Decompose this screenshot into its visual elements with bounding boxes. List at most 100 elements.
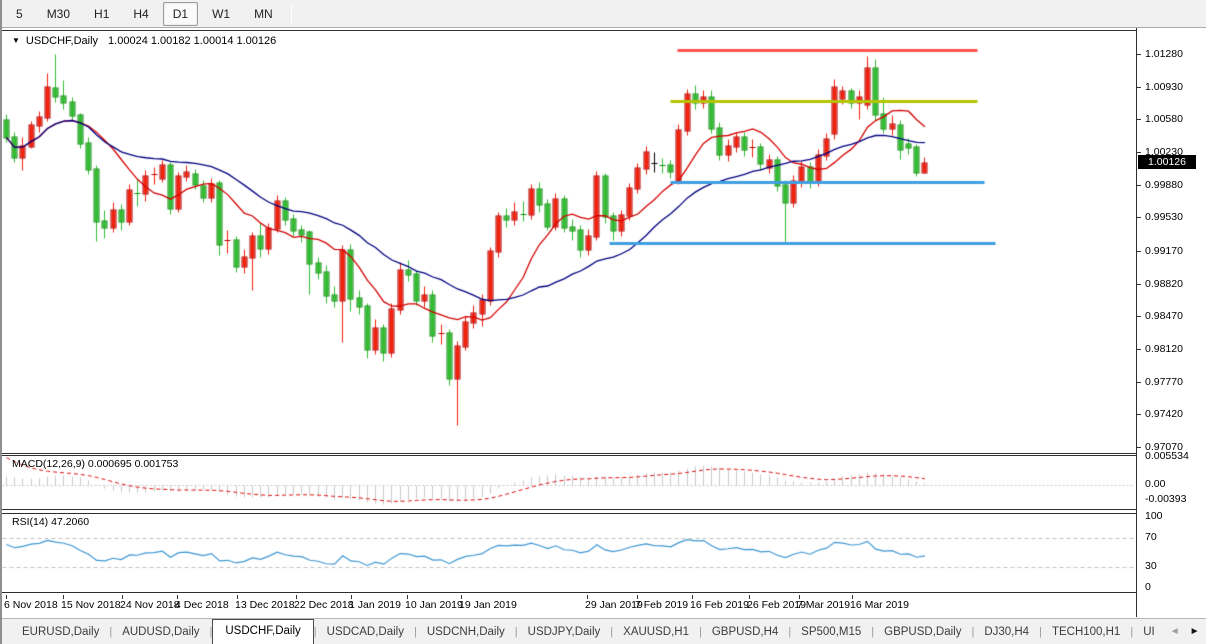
timeframe-button-h1[interactable]: H1 [94, 6, 110, 21]
date-tick-label: 10 Jan 2019 [405, 599, 463, 611]
tab-dj30-h4[interactable]: DJ30,H4 [984, 625, 1030, 638]
price-tick-mark [1137, 414, 1141, 416]
tab-separator: | [788, 625, 792, 638]
rsi-canvas[interactable] [2, 514, 1134, 592]
price-tick-mark [1137, 217, 1141, 219]
price-tick-mark [1137, 250, 1141, 252]
date-axis[interactable]: 6 Nov 2018 15 Nov 2018 24 Nov 2018 4 Dec 20… [2, 595, 1136, 617]
price-tick-mark [1137, 283, 1141, 285]
price-tick-label: 1.00930 [1145, 80, 1183, 93]
tab-gbpusd-daily[interactable]: GBPUSD,Daily [884, 625, 962, 638]
date-tick-label: 6 Nov 2018 [4, 599, 58, 611]
timeframe-button-d1[interactable]: D1 [162, 1, 199, 26]
price-tick-label: 0.99880 [1145, 178, 1183, 191]
timeframe-button-mn[interactable]: MN [254, 6, 273, 21]
price-axis[interactable]: 1.01280 1.00930 1.00580 1.00230 0.99880 0.995… [1136, 28, 1206, 617]
chart-area: ▼ USDCHF,Daily 1.00024 1.00182 1.00014 1.0… [2, 28, 1136, 617]
rsi-axis-label: 0 [1145, 581, 1151, 593]
tab-ui[interactable]: UI [1143, 625, 1155, 638]
macd-canvas[interactable] [2, 456, 1134, 509]
date-tick-label: 4 Dec 2018 [175, 599, 229, 611]
date-tick-mark [461, 595, 462, 599]
price-tick-mark [1137, 446, 1141, 448]
tab-eurusd-daily[interactable]: EURUSD,Daily [22, 625, 100, 638]
date-tick-label: 22 Dec 2018 [294, 599, 354, 611]
tab-scroll-left-icon[interactable]: ◄ [1169, 626, 1180, 637]
date-tick-mark [6, 595, 7, 599]
price-tick-mark [1137, 316, 1141, 318]
tab-separator: | [971, 625, 975, 638]
chart-tab-bar: EURUSD,Daily | AUDUSD,Daily | USDCHF,Daily | U… [2, 618, 1206, 644]
tab-audusd-daily[interactable]: AUDUSD,Daily [122, 625, 200, 638]
timeframe-toolbar: 5 M30 H1 H4 D1 W1 MN [2, 0, 1206, 28]
price-tick-label: 0.98470 [1145, 310, 1183, 323]
tab-usdchf-daily[interactable]: USDCHF,Daily [212, 619, 314, 644]
tab-usdcad-daily[interactable]: USDCAD,Daily [326, 625, 404, 638]
date-tick-mark [296, 595, 297, 599]
timeframe-button-m30[interactable]: M30 [46, 6, 71, 21]
tab-separator: | [1130, 625, 1134, 638]
toolbar-separator [290, 3, 292, 24]
main-chart-panel: ▼ USDCHF,Daily 1.00024 1.00182 1.00014 1.0… [2, 30, 1136, 454]
chart-dropdown-icon[interactable]: ▼ [12, 36, 20, 45]
date-tick-label: 1 Jan 2019 [349, 599, 401, 611]
rsi-label: RSI(14) 47.2060 [12, 516, 90, 528]
price-tick-mark [1137, 119, 1141, 121]
tab-separator: | [109, 625, 113, 638]
current-price-badge: 1.00126 [1138, 154, 1196, 169]
price-tick-mark [1137, 381, 1141, 383]
macd-axis-label: 0.005534 [1145, 450, 1189, 462]
date-tick-mark [587, 595, 588, 599]
timeframe-button-w1[interactable]: W1 [212, 6, 231, 21]
price-tick-mark [1137, 54, 1141, 55]
tab-separator: | [871, 625, 875, 638]
date-tick-mark [852, 595, 853, 599]
tab-gbpusd-h4[interactable]: GBPUSD,H4 [711, 625, 779, 638]
tab-usdjpy-daily[interactable]: USDJPY,Daily [527, 625, 601, 638]
date-tick-mark [122, 595, 123, 599]
date-tick-label: 26 Feb 2019 [747, 599, 806, 611]
date-tick-mark [799, 595, 800, 599]
date-tick-label: 16 Feb 2019 [690, 599, 749, 611]
date-tick-label: 7 Feb 2019 [635, 599, 689, 611]
date-tick-mark [637, 595, 638, 599]
date-tick-mark [237, 595, 238, 599]
macd-axis-label: -0.00393 [1145, 493, 1187, 505]
date-tick-mark [749, 595, 750, 599]
tab-sp500-m15[interactable]: SP500,M15 [801, 625, 862, 638]
date-tick-label: 29 Jan 2019 [585, 599, 643, 611]
tab-tech100-h1[interactable]: TECH100,H1 [1051, 625, 1121, 638]
date-tick-label: 13 Dec 2018 [235, 599, 295, 611]
timeframe-button-h4[interactable]: H4 [133, 6, 149, 21]
tab-separator: | [1039, 625, 1042, 638]
date-tick-mark [63, 595, 64, 599]
date-tick-label: 15 Nov 2018 [61, 599, 121, 611]
rsi-axis-label: 100 [1145, 510, 1163, 522]
macd-label: MACD(12,26,9) 0.000695 0.001753 [12, 458, 179, 470]
macd-panel: MACD(12,26,9) 0.000695 0.001753 [2, 455, 1136, 510]
price-tick-label: 0.99530 [1145, 211, 1183, 224]
date-tick-label: 24 Nov 2018 [120, 599, 180, 611]
price-tick-label: 1.00580 [1145, 113, 1183, 126]
price-tick-mark [1137, 348, 1141, 350]
date-tick-label: 19 Jan 2019 [459, 599, 517, 611]
date-tick-mark [407, 595, 408, 599]
price-tick-label: 0.97770 [1145, 375, 1183, 388]
price-tick-label: 0.97070 [1145, 440, 1183, 453]
rsi-axis-label: 70 [1145, 531, 1157, 544]
rsi-axis-label: 30 [1145, 559, 1157, 572]
tab-scroll-right-icon[interactable]: ► [1189, 626, 1200, 637]
chart-title: ▼ USDCHF,Daily 1.00024 1.00182 1.00014 1.0… [12, 35, 276, 47]
tab-separator: | [313, 625, 317, 638]
tab-xauusd-h1[interactable]: XAUUSD,H1 [623, 625, 689, 638]
tab-separator: | [413, 625, 417, 638]
tab-separator: | [698, 625, 702, 638]
tab-separator: | [209, 625, 213, 638]
date-tick-mark [177, 595, 178, 599]
tab-separator: | [514, 625, 518, 638]
macd-axis-label: 0.00 [1145, 478, 1166, 490]
tab-usdcnh-daily[interactable]: USDCNH,Daily [426, 625, 505, 638]
timeframe-button-5[interactable]: 5 [16, 6, 23, 21]
price-chart-canvas[interactable] [2, 31, 1134, 453]
price-tick-mark [1137, 86, 1141, 88]
